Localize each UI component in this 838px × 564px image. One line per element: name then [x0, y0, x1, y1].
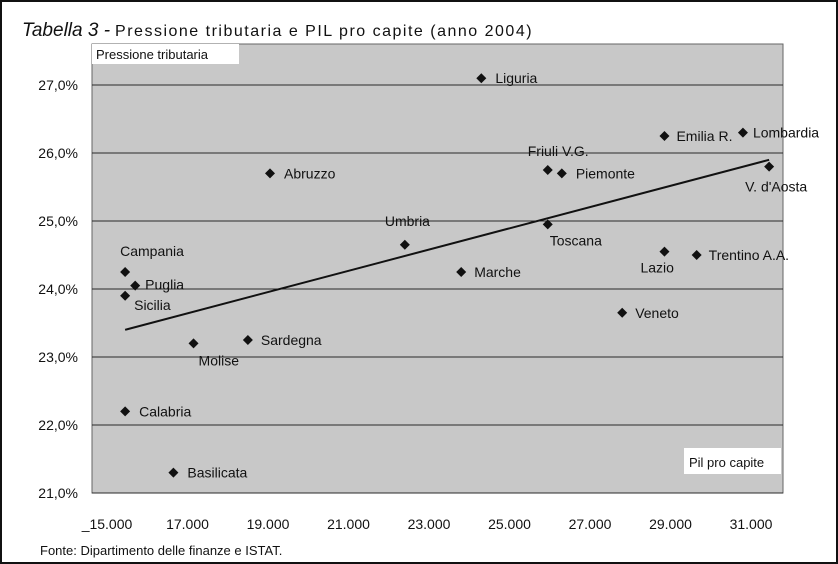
data-point-label: Lazio [640, 260, 674, 276]
data-point-label: Emilia R. [676, 128, 732, 144]
gridlines [92, 84, 783, 494]
data-point-label: Basilicata [187, 465, 247, 481]
x-tick-label: 27.000 [569, 516, 612, 532]
y-tick-labels: 21,0% 22,0% 23,0% 24,0% 25,0% 26,0% 27,0% [38, 77, 78, 501]
x-tick-label: 25.000 [488, 516, 531, 532]
data-point-marker [456, 267, 467, 277]
trend-line [124, 158, 770, 331]
data-point-label: Sardegna [261, 332, 322, 348]
x-tick-label: 17.000 [166, 516, 209, 532]
y-axis-label-box: Pressione tributaria [92, 44, 239, 64]
data-point-marker [556, 168, 567, 179]
data-point-label: Campania [120, 243, 184, 259]
x-tick-labels: _15.000 17.000 19.000 21.000 23.000 25.000 27.… [81, 516, 773, 532]
title-text: Pressione tributaria e PIL pro capite (a… [115, 23, 534, 40]
data-point-label: Toscana [550, 232, 602, 248]
data-point-label: Lombardia [753, 125, 819, 141]
x-tick-label: 19.000 [247, 516, 290, 532]
data-point-label: Friuli V.G. [528, 143, 589, 159]
data-point-label: Abruzzo [284, 165, 336, 181]
x-tick-label: 21.000 [327, 516, 370, 532]
data-point-marker [659, 131, 670, 141]
data-point-marker [188, 338, 199, 349]
data-point-marker [242, 335, 253, 345]
y-tick-label: 23,0% [38, 349, 78, 365]
data-point-marker [120, 290, 131, 301]
y-axis-label: Pressione tributaria [96, 47, 209, 62]
data-point-label: Liguria [495, 70, 537, 86]
data-point-marker [476, 73, 487, 84]
y-tick-label: 26,0% [38, 145, 78, 161]
data-point-label: Trentino A.A. [709, 247, 789, 263]
data-point-marker [542, 219, 553, 230]
data-points: Liguria Friuli V.G. Piemonte Emilia R. Lomba… [120, 70, 819, 481]
data-point-marker [130, 280, 141, 291]
source-note: Fonte: Dipartimento delle finanze e ISTA… [40, 543, 283, 558]
data-point-marker [617, 307, 628, 318]
title-prefix: Tabella 3 - [22, 20, 111, 41]
data-point-marker [265, 168, 276, 179]
figure-title: Tabella 3 - Pressione tributaria e PIL p… [22, 20, 533, 42]
y-tick-label: 24,0% [38, 281, 78, 297]
data-point-marker [764, 161, 775, 172]
data-point-label: Veneto [635, 305, 679, 321]
x-tick-label: _15.000 [81, 516, 133, 532]
data-point-marker [737, 127, 748, 138]
data-point-marker [691, 250, 702, 260]
data-point-label: Sicilia [134, 297, 171, 313]
data-point-label: Puglia [145, 277, 184, 293]
data-point-label: Umbria [385, 213, 430, 229]
data-point-label: Calabria [139, 403, 191, 419]
y-tick-label: 25,0% [38, 213, 78, 229]
data-point-label: Marche [474, 264, 521, 280]
data-point-label: Molise [199, 352, 240, 368]
x-tick-label: 29.000 [649, 516, 692, 532]
data-point-marker [168, 467, 179, 478]
plot-area [91, 43, 784, 494]
x-axis-label-box: Pil pro capite [684, 448, 781, 474]
x-tick-label: 23.000 [408, 516, 451, 532]
data-point-label: V. d'Aosta [745, 179, 807, 195]
data-point-marker [120, 406, 131, 417]
data-point-marker [399, 239, 410, 250]
y-tick-label: 21,0% [38, 485, 78, 501]
y-tick-label: 22,0% [38, 417, 78, 433]
data-point-marker [120, 267, 131, 277]
x-axis-label: Pil pro capite [689, 455, 764, 470]
y-tick-label: 27,0% [38, 77, 78, 93]
data-point-marker [659, 246, 670, 257]
data-point-label: Piemonte [576, 165, 635, 181]
x-tick-label: 31.000 [730, 516, 773, 532]
data-point-marker [542, 165, 553, 175]
